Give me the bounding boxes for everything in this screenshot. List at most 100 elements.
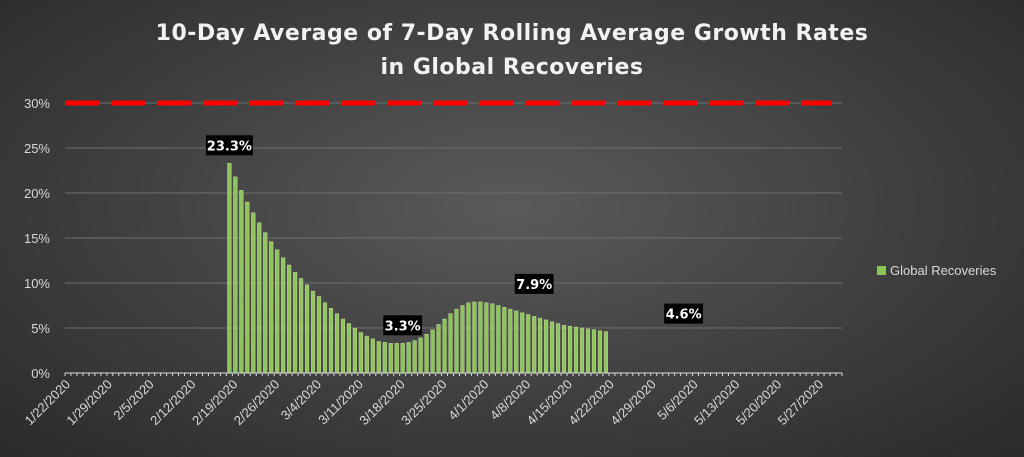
bar: [448, 313, 453, 374]
bar: [263, 232, 268, 374]
bar: [227, 163, 232, 374]
legend-swatch-global-recoveries: [877, 266, 886, 275]
bar: [281, 257, 286, 374]
bar: [496, 305, 501, 374]
data-label: 3.3%: [383, 315, 423, 336]
bar: [412, 340, 417, 374]
chart-title-line-2: in Global Recoveries: [380, 55, 643, 80]
bar: [346, 323, 351, 374]
bar: [514, 310, 519, 374]
bar: [406, 342, 411, 374]
y-tick-label: 0%: [31, 366, 50, 381]
bar: [562, 325, 567, 374]
bar: [293, 272, 298, 374]
bar: [597, 330, 602, 374]
bar: [340, 318, 345, 374]
x-tick-label: 5/27/2020: [775, 377, 827, 429]
bar: [460, 305, 465, 374]
bar: [233, 176, 238, 374]
data-label-background: [383, 315, 423, 336]
bar: [579, 327, 585, 374]
data-label-text: 7.9%: [516, 278, 552, 293]
bar: [370, 338, 375, 374]
bar: [466, 302, 471, 374]
bar: [478, 301, 483, 374]
bar: [299, 278, 304, 374]
legend: Global Recoveries: [877, 263, 997, 278]
bar: [376, 341, 381, 374]
bar: [538, 317, 543, 374]
bar: [328, 308, 334, 374]
bar: [430, 329, 435, 374]
data-label-background: [205, 135, 253, 156]
bar: [544, 319, 549, 374]
data-label-text: 4.6%: [666, 308, 702, 323]
chart-title: 10-Day Average of 7-Day Rolling Average …: [156, 21, 869, 80]
axes: [64, 372, 843, 376]
bar: [358, 332, 363, 374]
bar: [310, 290, 316, 374]
y-tick-label: 30%: [24, 96, 50, 111]
data-label-text: 23.3%: [207, 139, 252, 154]
bar: [573, 326, 579, 374]
y-tick-label: 5%: [31, 321, 50, 336]
bar: [364, 335, 369, 374]
bar: [603, 331, 608, 374]
bar: [502, 307, 507, 374]
bar: [316, 296, 322, 374]
bar: [394, 343, 399, 374]
y-tick-label: 20%: [24, 186, 50, 201]
bar: [269, 241, 274, 374]
data-label: 4.6%: [664, 303, 704, 324]
bar: [257, 222, 262, 374]
bar: [454, 308, 459, 374]
gridlines: [65, 102, 842, 329]
bar: [550, 321, 555, 374]
y-axis-ticks: 0% 5% 10% 15% 20% 25% 30%: [24, 96, 50, 381]
bar: [287, 264, 292, 374]
x-tick-label: 4/1/2020: [445, 377, 491, 423]
bar: [388, 343, 393, 374]
y-tick-label: 25%: [24, 141, 50, 156]
bar: [568, 326, 573, 374]
bar: [532, 316, 537, 374]
data-label: 23.3%: [205, 135, 253, 156]
bar: [591, 329, 597, 374]
x-axis-ticks: 1/22/20201/29/20202/5/20202/12/20202/19/…: [22, 377, 827, 429]
x-tick-label: 4/29/2020: [607, 377, 659, 429]
bar: [436, 324, 441, 374]
y-tick-label: 15%: [24, 231, 50, 246]
bar: [305, 284, 310, 374]
bar: [352, 327, 357, 374]
legend-label-global-recoveries: Global Recoveries: [890, 263, 997, 278]
bar: [508, 308, 513, 374]
x-tick-label: 2/26/2020: [231, 377, 283, 429]
bar: [322, 302, 328, 374]
y-tick-label: 10%: [24, 276, 50, 291]
x-tick-label: 1/29/2020: [63, 377, 115, 429]
bars: [227, 163, 608, 374]
data-label-text: 3.3%: [385, 319, 421, 334]
bar: [472, 301, 477, 374]
bar: [484, 302, 489, 374]
bar: [424, 334, 429, 374]
bar: [526, 314, 531, 374]
bar: [520, 312, 525, 374]
chart-title-line-1: 10-Day Average of 7-Day Rolling Average …: [156, 21, 869, 46]
bar: [418, 337, 423, 374]
bar: [245, 201, 250, 374]
data-label-background: [664, 303, 704, 324]
bar: [239, 190, 244, 374]
data-label: 7.9%: [514, 273, 554, 294]
bar: [275, 249, 280, 374]
bar: [442, 318, 447, 374]
bar: [382, 342, 387, 374]
bar: [490, 303, 495, 374]
bar: [400, 343, 405, 374]
data-label-background: [514, 273, 554, 294]
x-tick-label: 3/25/2020: [398, 377, 450, 429]
bar: [556, 323, 561, 374]
bar: [334, 313, 340, 374]
bar: [585, 328, 591, 374]
